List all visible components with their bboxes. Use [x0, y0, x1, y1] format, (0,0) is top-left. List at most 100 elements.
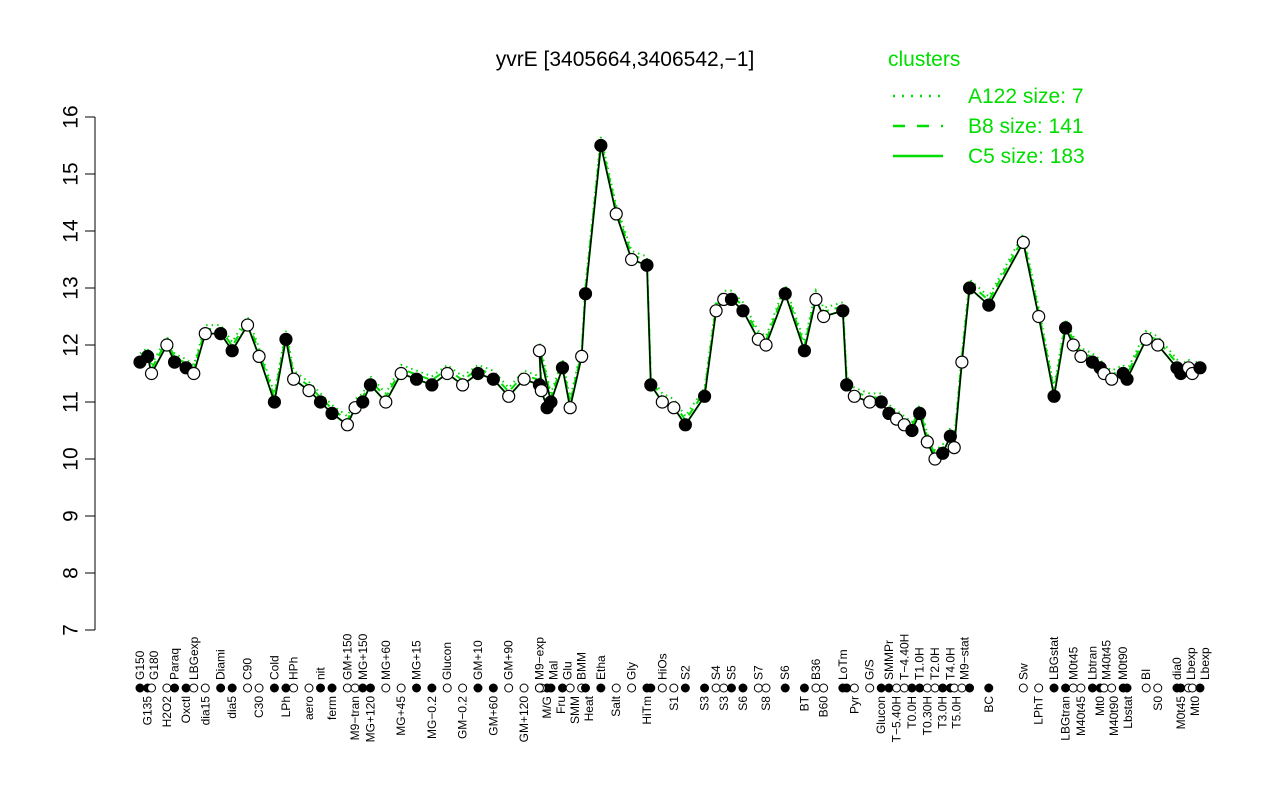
x-tick-label: Lbtran	[1085, 646, 1099, 680]
rug-mark	[381, 683, 391, 693]
data-point	[982, 298, 996, 312]
data-point	[578, 287, 593, 301]
x-tick-label: T0.0H	[905, 696, 919, 729]
data-point	[644, 378, 658, 392]
x-tick-label: LoTm	[836, 649, 850, 680]
data-point	[356, 395, 370, 409]
rug-mark	[565, 683, 575, 693]
x-tick-label: T−5.40H	[890, 696, 904, 742]
rug-mark	[170, 683, 180, 693]
x-tick-label: T5.0H	[950, 696, 964, 729]
data-point	[1193, 361, 1207, 375]
y-tick-label: 16	[60, 105, 83, 128]
rug-mark	[504, 683, 514, 693]
rug-mark	[726, 683, 736, 693]
x-tick-label: S4	[709, 665, 723, 680]
x-tick-label: T0.30H	[920, 696, 934, 735]
rug-mark	[316, 683, 326, 693]
y-tick-label: 12	[60, 333, 83, 356]
rug-mark	[949, 683, 959, 693]
data-point	[1105, 372, 1119, 386]
x-tick-label: C90	[241, 658, 255, 680]
x-tick-label: MG+45	[394, 696, 408, 736]
rug-mark	[135, 683, 145, 693]
x-tick-label: BC	[982, 696, 996, 713]
legend: clusters A122 size: 7 B8 size: 141 C5 si…	[888, 48, 1085, 168]
data-point	[1047, 389, 1061, 403]
data-point	[836, 304, 850, 318]
data-point	[544, 395, 558, 409]
rug-mark	[147, 683, 157, 693]
x-tick-label: M0t90	[1116, 646, 1130, 680]
rug-mark	[162, 683, 172, 693]
x-tick-label: M9−tran	[348, 696, 362, 740]
rug-mark	[876, 683, 886, 693]
x-tick-label: aero	[302, 696, 316, 720]
rug-mark	[957, 683, 967, 693]
data-point	[409, 372, 424, 386]
rug-mark	[304, 683, 314, 693]
rug-mark	[1034, 683, 1044, 693]
rug-mark	[1076, 683, 1086, 693]
rug-mark	[884, 683, 894, 693]
data-point	[225, 344, 239, 358]
rug-mark	[711, 683, 721, 693]
x-tick-label: LPh	[279, 696, 293, 717]
data-point	[913, 406, 927, 420]
rug-mark	[819, 683, 829, 693]
x-tick-label: M40t45	[1099, 640, 1113, 680]
rug-mark	[930, 683, 940, 693]
x-tick-label: LPhT	[1032, 695, 1046, 724]
data-point	[817, 309, 831, 324]
data-point	[809, 292, 823, 306]
rug-mark	[488, 683, 498, 693]
data-point	[267, 395, 282, 409]
data-point	[555, 361, 570, 375]
rug-mark	[1195, 683, 1205, 693]
rug-mark	[1141, 683, 1151, 693]
rug-mark	[442, 683, 452, 693]
rug-mark	[596, 683, 606, 693]
rug-mark	[984, 683, 994, 693]
rug-mark	[243, 683, 253, 693]
x-tick-label: M/G	[540, 696, 554, 719]
x-tick-label: GM+10	[471, 640, 485, 680]
rug-mark	[907, 683, 917, 693]
data-point	[575, 349, 589, 363]
data-point	[144, 366, 159, 381]
x-tick-label: GM+150	[340, 633, 354, 680]
rug-mark	[780, 683, 790, 693]
x-tick-label: BI	[1139, 669, 1153, 680]
data-point	[471, 366, 485, 381]
data-point	[640, 258, 654, 272]
x-tick-label: dia0	[1170, 657, 1184, 680]
x-tick-label: Gly	[625, 662, 639, 680]
x-tick-label: Fru	[554, 696, 568, 714]
rug-mark	[289, 683, 299, 693]
data-point	[394, 366, 408, 381]
x-tick-label: S3	[698, 696, 712, 711]
rug-mark	[1122, 683, 1132, 693]
x-tick-label: S5	[724, 665, 738, 680]
data-point	[287, 372, 301, 386]
rug-mark	[680, 683, 690, 693]
x-tick-label: nit	[314, 667, 328, 680]
rug-mark	[342, 683, 352, 693]
data-point	[709, 304, 723, 318]
rug-mark	[519, 683, 529, 693]
data-point	[502, 389, 516, 403]
y-tick-label: 13	[60, 276, 83, 299]
x-tick-label: S0	[1151, 696, 1165, 711]
data-point	[920, 435, 934, 449]
rug-mark	[534, 683, 544, 693]
rug-mark	[350, 683, 360, 693]
x-tick-label: BT	[797, 695, 811, 711]
rug-mark	[849, 683, 859, 693]
rug-mark	[938, 683, 948, 693]
x-tick-label: HiOs	[655, 653, 669, 680]
y-tick-label: 8	[60, 567, 83, 579]
rug-mark	[719, 683, 729, 693]
rug-mark	[327, 683, 337, 693]
data-point	[609, 207, 623, 221]
